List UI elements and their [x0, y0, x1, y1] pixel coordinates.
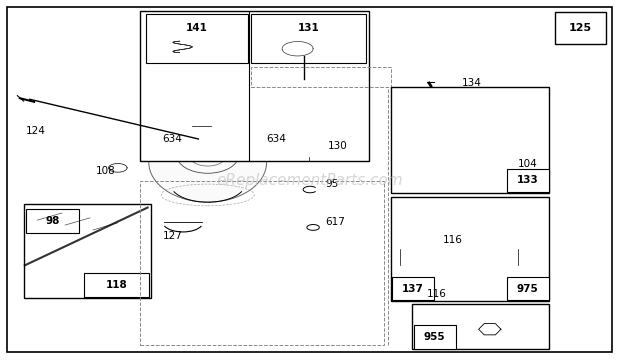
Text: 134: 134 [462, 78, 482, 88]
Text: 116: 116 [443, 235, 463, 245]
Bar [84, 273, 149, 297]
Text: 95: 95 [326, 179, 339, 189]
Bar [140, 180, 384, 345]
Text: eReplacementParts.com: eReplacementParts.com [216, 173, 404, 188]
Text: 617: 617 [326, 217, 345, 227]
Bar [507, 169, 549, 192]
Bar [140, 11, 369, 161]
Text: 98: 98 [45, 216, 60, 226]
Text: 634: 634 [267, 134, 286, 144]
Text: 975: 975 [516, 284, 539, 293]
FancyBboxPatch shape [484, 133, 524, 144]
Bar [26, 209, 79, 233]
Bar [24, 204, 151, 298]
Text: 118: 118 [105, 280, 127, 290]
Text: 108: 108 [96, 166, 116, 177]
Text: 133: 133 [516, 175, 539, 185]
Bar [391, 197, 549, 301]
Bar [414, 325, 456, 349]
Bar [251, 14, 366, 63]
Text: 137: 137 [402, 284, 424, 293]
Text: 141: 141 [186, 23, 208, 34]
Text: 127: 127 [162, 231, 182, 242]
Bar [507, 277, 549, 300]
Text: 130: 130 [327, 141, 347, 151]
Text: 634: 634 [162, 134, 182, 144]
Bar [555, 12, 606, 44]
Text: 125: 125 [569, 23, 592, 33]
Text: 131: 131 [298, 23, 319, 34]
Text: 124: 124 [26, 126, 46, 136]
Text: 104: 104 [518, 159, 538, 169]
Bar [391, 87, 549, 193]
Text: 955: 955 [424, 332, 445, 342]
Bar [146, 14, 248, 63]
Bar [392, 277, 434, 300]
Bar [251, 67, 391, 87]
Bar [412, 304, 549, 349]
Text: 116: 116 [427, 289, 446, 299]
Ellipse shape [149, 123, 267, 202]
